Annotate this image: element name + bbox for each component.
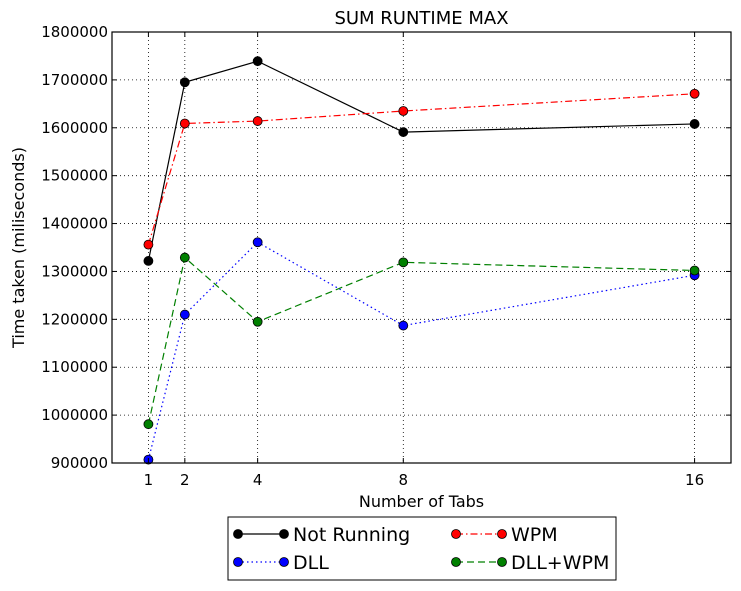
legend-marker — [233, 557, 243, 567]
series-line — [147, 241, 695, 460]
data-point — [179, 309, 190, 320]
legend-marker — [233, 529, 243, 539]
legend-label: Not Running — [293, 524, 410, 546]
y-tick-label: 1300000 — [41, 262, 108, 280]
x-tick-label: 16 — [685, 471, 704, 489]
data-point — [252, 316, 263, 327]
data-point — [398, 106, 409, 116]
y-axis-label: Time taken (miliseconds) — [9, 147, 28, 349]
y-tick-label: 1600000 — [41, 119, 108, 137]
series-line — [147, 93, 695, 245]
data-point — [689, 88, 700, 99]
x-tick-label: 8 — [399, 471, 409, 489]
y-tick-label: 1800000 — [41, 23, 108, 41]
legend-marker — [451, 529, 461, 539]
data-point — [398, 127, 409, 137]
data-point — [143, 419, 154, 430]
data-point — [252, 116, 263, 126]
series-line — [147, 60, 695, 262]
y-tick-label: 1000000 — [41, 406, 108, 424]
legend: Not Running WPM DLL DLL+WPM — [227, 516, 617, 581]
y-tick-label: 900000 — [51, 454, 108, 472]
y-tick-label: 1500000 — [41, 167, 108, 185]
data-point — [179, 252, 190, 263]
data-point — [179, 118, 190, 129]
data-point — [179, 77, 190, 88]
y-tick-label: 1200000 — [41, 310, 108, 328]
legend-label: DLL — [293, 552, 329, 574]
series-layer — [143, 56, 700, 465]
y-tick-label: 1100000 — [41, 358, 108, 376]
legend-marker — [279, 529, 289, 539]
y-tick-label: 1700000 — [41, 71, 108, 89]
plot-frame — [111, 31, 732, 464]
data-point — [689, 265, 700, 276]
data-point — [689, 119, 700, 129]
legend-label: DLL+WPM — [511, 552, 609, 574]
legend-marker — [451, 557, 461, 567]
data-point — [143, 256, 154, 266]
tick-labels: 1 2 4 8 16 900000 1000000 1100000 1200000 1300000… — [41, 23, 704, 489]
legend-marker — [497, 529, 507, 539]
legend-label: WPM — [511, 524, 558, 546]
legend-box — [227, 516, 617, 581]
legend-marker — [279, 557, 289, 567]
x-tick-label: 2 — [180, 471, 190, 489]
x-tick-label: 4 — [253, 471, 263, 489]
y-tick-label: 1400000 — [41, 215, 108, 233]
data-point — [252, 56, 263, 67]
x-tick-label: 1 — [144, 471, 154, 489]
x-axis-label: Number of Tabs — [359, 492, 484, 511]
data-point — [252, 237, 263, 248]
axis-ticks — [112, 31, 731, 464]
legend-marker — [497, 557, 507, 567]
series-line — [147, 256, 695, 425]
data-point — [143, 239, 154, 250]
chart-title: SUM RUNTIME MAX — [334, 8, 508, 29]
data-point — [398, 320, 409, 331]
data-point — [398, 257, 409, 268]
